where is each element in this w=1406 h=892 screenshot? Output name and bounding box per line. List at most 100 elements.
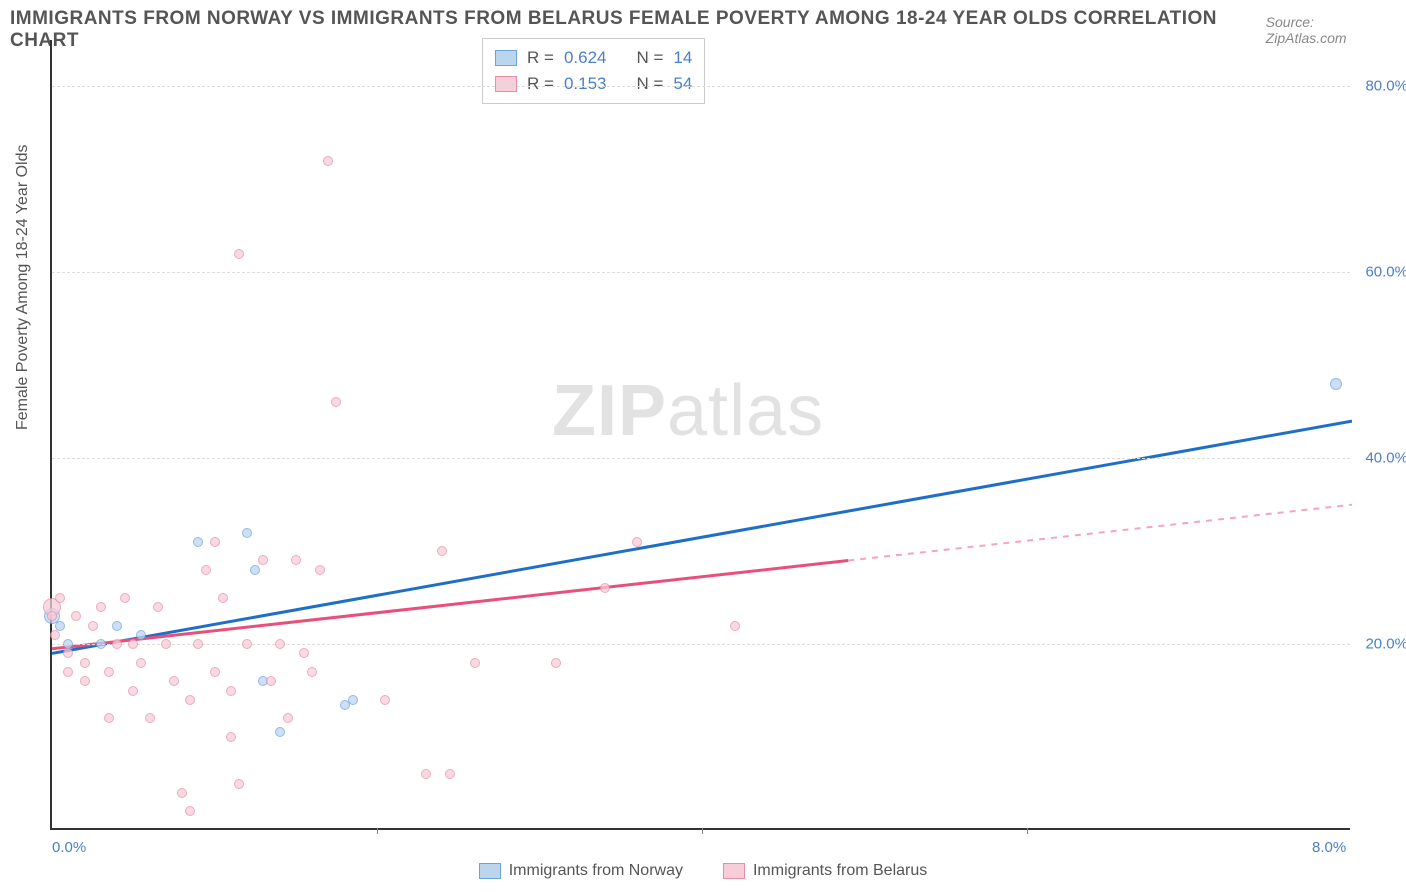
data-point-pink xyxy=(185,806,195,816)
plot-area: ZIPatlas R =0.624N =14R =0.153N =54 20.0… xyxy=(50,40,1350,830)
watermark-light: atlas xyxy=(667,371,824,451)
x-tick-label: 0.0% xyxy=(52,839,86,856)
y-tick-label: 20.0% xyxy=(1365,636,1406,653)
data-point-pink xyxy=(71,611,81,621)
legend-swatch-pink xyxy=(723,863,745,879)
data-point-pink xyxy=(600,583,610,593)
stats-n-label: N = xyxy=(636,45,663,71)
data-point-blue xyxy=(242,528,252,538)
data-point-pink xyxy=(88,621,98,631)
data-point-pink xyxy=(315,565,325,575)
y-axis-label: Female Poverty Among 18-24 Year Olds xyxy=(14,145,32,431)
data-point-pink xyxy=(445,769,455,779)
data-point-pink xyxy=(421,769,431,779)
stats-legend-box: R = 0.624 N = 14 R = 0.153 N = 54 xyxy=(482,38,705,104)
legend-item-norway: Immigrants from Norway xyxy=(479,862,683,880)
data-point-pink xyxy=(104,713,114,723)
gridline-h xyxy=(52,458,1350,459)
data-point-pink xyxy=(185,695,195,705)
stats-swatch-pink xyxy=(495,76,517,92)
data-point-pink xyxy=(104,667,114,677)
watermark: ZIPatlas xyxy=(552,370,824,452)
stats-r-label: R = xyxy=(527,71,554,97)
gridline-h xyxy=(52,86,1350,87)
data-point-pink xyxy=(112,639,122,649)
y-tick-label: 80.0% xyxy=(1365,78,1406,95)
x-tick-mark xyxy=(377,828,378,834)
data-point-pink xyxy=(470,658,480,668)
data-point-pink xyxy=(136,658,146,668)
legend-label-belarus: Immigrants from Belarus xyxy=(753,862,927,880)
data-point-pink xyxy=(299,648,309,658)
gridline-h xyxy=(52,272,1350,273)
data-point-pink xyxy=(242,639,252,649)
legend-label-norway: Immigrants from Norway xyxy=(509,862,683,880)
x-tick-label: 8.0% xyxy=(1312,839,1346,856)
data-point-pink xyxy=(80,676,90,686)
watermark-bold: ZIP xyxy=(552,371,667,451)
trend-line-dashed-pink xyxy=(848,505,1352,561)
data-point-pink xyxy=(120,593,130,603)
data-point-pink xyxy=(80,658,90,668)
data-point-pink xyxy=(234,779,244,789)
data-point-pink xyxy=(50,630,60,640)
data-point-pink xyxy=(331,397,341,407)
data-point-pink xyxy=(307,667,317,677)
bottom-legend: Immigrants from Norway Immigrants from B… xyxy=(0,862,1406,880)
stats-r-value: 0.153 xyxy=(564,71,607,97)
data-point-pink xyxy=(730,621,740,631)
stats-swatch-blue xyxy=(495,50,517,66)
data-point-pink xyxy=(218,593,228,603)
stats-n-label: N = xyxy=(636,71,663,97)
data-point-blue xyxy=(112,621,122,631)
stats-n-value: 54 xyxy=(673,71,692,97)
trend-lines-svg xyxy=(52,40,1352,830)
data-point-pink xyxy=(128,639,138,649)
data-point-pink xyxy=(145,713,155,723)
data-point-pink xyxy=(177,788,187,798)
data-point-blue xyxy=(136,630,146,640)
stats-row-blue: R = 0.624 N = 14 xyxy=(495,45,692,71)
data-point-pink xyxy=(258,555,268,565)
data-point-pink xyxy=(153,602,163,612)
data-point-blue xyxy=(275,727,285,737)
data-point-blue xyxy=(96,639,106,649)
x-tick-mark xyxy=(702,828,703,834)
data-point-pink xyxy=(291,555,301,565)
data-point-pink xyxy=(47,611,57,621)
data-point-pink xyxy=(63,648,73,658)
data-point-pink xyxy=(201,565,211,575)
data-point-pink xyxy=(128,686,138,696)
stats-row-pink: R = 0.153 N = 54 xyxy=(495,71,692,97)
data-point-pink xyxy=(266,676,276,686)
data-point-pink xyxy=(96,602,106,612)
data-point-pink xyxy=(161,639,171,649)
data-point-blue xyxy=(193,537,203,547)
stats-r-label: R = xyxy=(527,45,554,71)
data-point-pink xyxy=(226,686,236,696)
data-point-pink xyxy=(210,667,220,677)
data-point-pink xyxy=(551,658,561,668)
data-point-pink xyxy=(632,537,642,547)
legend-item-belarus: Immigrants from Belarus xyxy=(723,862,927,880)
data-point-pink xyxy=(234,249,244,259)
data-point-pink xyxy=(323,156,333,166)
data-point-pink xyxy=(210,537,220,547)
y-tick-label: 60.0% xyxy=(1365,264,1406,281)
data-point-pink xyxy=(55,593,65,603)
data-point-pink xyxy=(226,732,236,742)
data-point-pink xyxy=(63,667,73,677)
data-point-pink xyxy=(380,695,390,705)
x-tick-mark xyxy=(1027,828,1028,834)
stats-n-value: 14 xyxy=(673,45,692,71)
legend-swatch-blue xyxy=(479,863,501,879)
data-point-pink xyxy=(437,546,447,556)
data-point-pink xyxy=(283,713,293,723)
data-point-pink xyxy=(169,676,179,686)
y-tick-label: 40.0% xyxy=(1365,450,1406,467)
data-point-blue xyxy=(1330,378,1342,390)
stats-r-value: 0.624 xyxy=(564,45,607,71)
data-point-pink xyxy=(275,639,285,649)
data-point-pink xyxy=(193,639,203,649)
trend-line-pink xyxy=(52,561,848,649)
